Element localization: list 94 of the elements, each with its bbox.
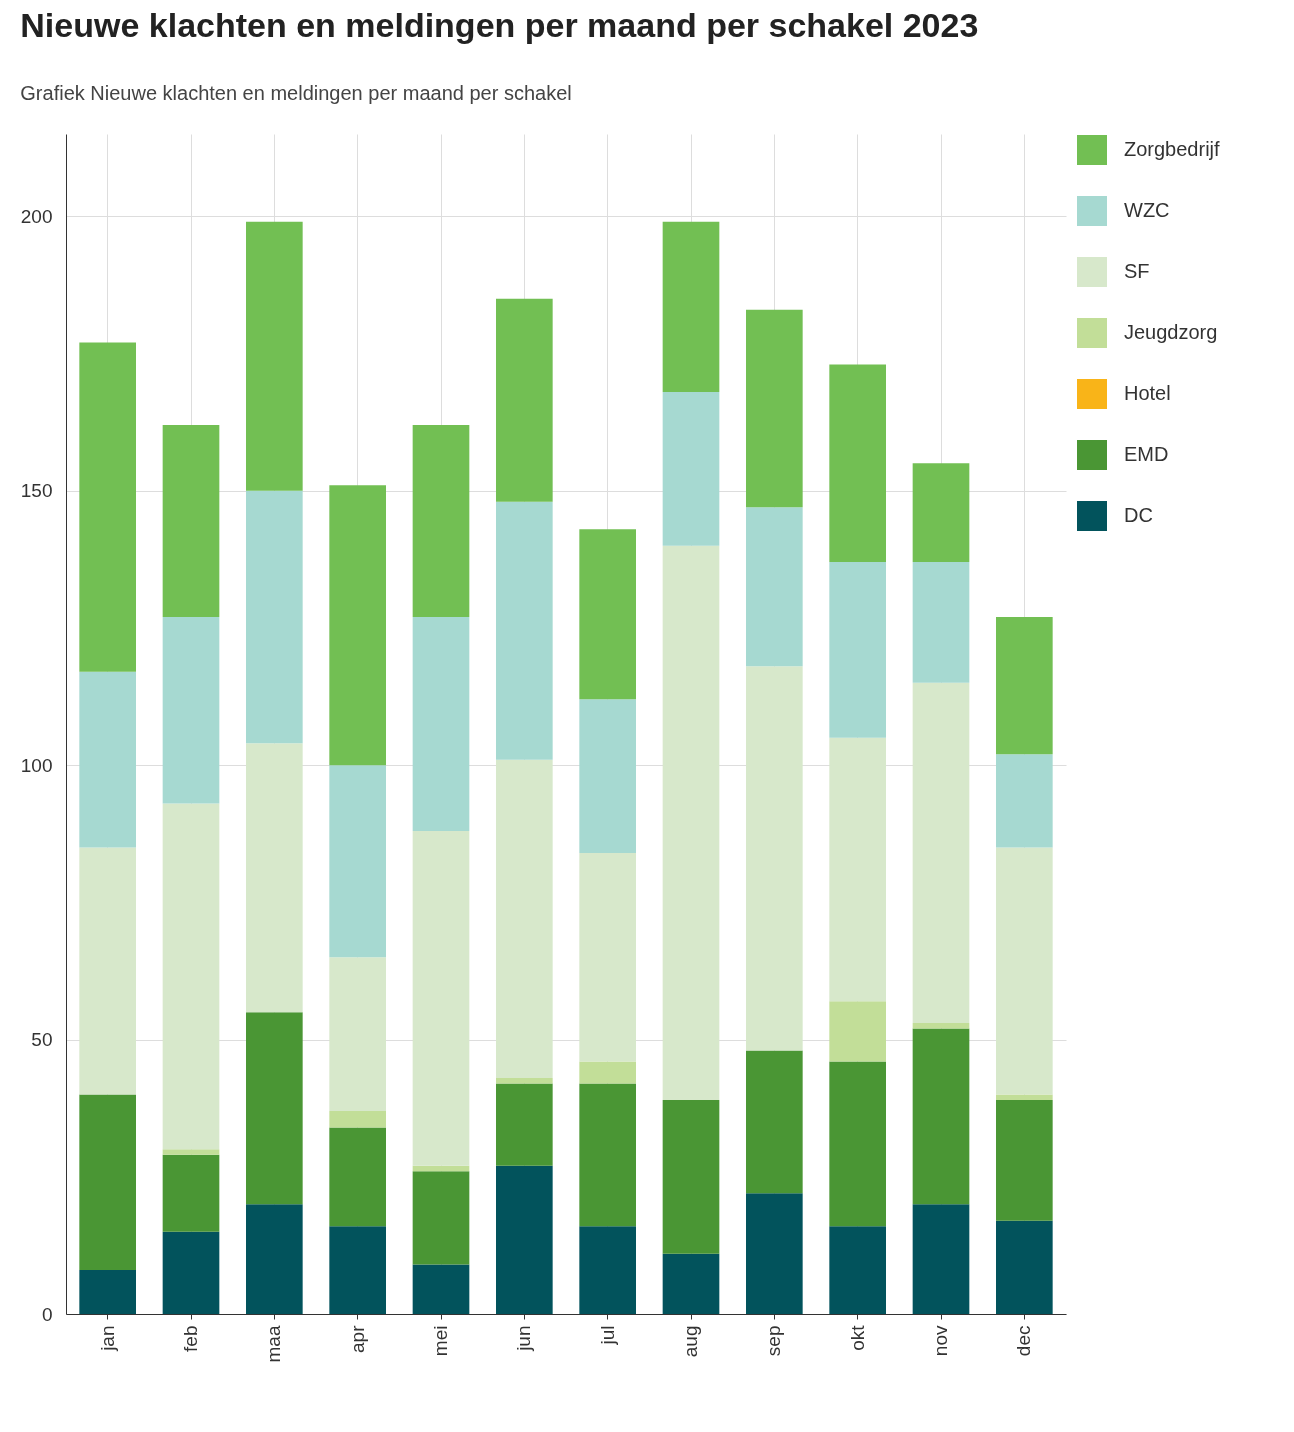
bar [246,490,303,744]
bar [579,1061,636,1084]
bar [996,1220,1053,1314]
bar [496,1083,553,1166]
bar [912,682,970,1024]
y-tick-label: 200 [20,205,53,227]
bar [829,1001,886,1062]
bar [79,342,136,672]
bar [996,754,1053,848]
bar [746,309,803,508]
bar [412,616,470,832]
y-tick-label: 0 [41,1303,53,1325]
bar [162,616,220,804]
bar [79,1270,136,1314]
bar [579,852,636,1062]
legend-label: SF [1124,260,1150,282]
bar [412,1165,470,1172]
x-tick-label: mei [430,1325,451,1357]
bar [79,847,136,1095]
bar [912,1204,970,1314]
x-tick-label: okt [846,1324,868,1351]
bar [996,1094,1053,1100]
bar [829,562,886,738]
bar [412,831,470,1166]
x-tick-label: sep [763,1325,785,1357]
bar [746,1193,803,1314]
bar [162,1154,220,1232]
x-tick-label: jan [96,1325,118,1352]
bar [579,1226,636,1314]
bar [246,221,303,491]
bar [912,1023,970,1029]
y-tick-label: 100 [20,754,53,776]
bar [996,847,1053,1095]
x-tick-label: jul [596,1325,618,1346]
x-tick-label: jun [513,1325,535,1352]
bar [496,501,553,760]
bar [746,1050,803,1194]
legend-label: Hotel [1124,382,1171,404]
legend-label: Zorgbedrijf [1124,138,1221,160]
bar [662,1099,720,1254]
x-tick-label: apr [346,1324,368,1353]
legend-label: EMD [1124,443,1169,465]
bar [329,1110,386,1128]
bar [829,1061,886,1227]
x-tick-label: aug [680,1325,701,1358]
bar [246,1012,303,1205]
bar [912,562,970,683]
bar [662,221,720,392]
bar [496,1165,553,1314]
bar [162,1231,220,1314]
chart-title: Nieuwe klachten en meldingen per maand per schakel 2023 [20,6,979,44]
bar [162,803,220,1150]
legend-label: DC [1124,504,1153,526]
x-tick-label: maa [263,1325,285,1363]
x-tick-label: feb [180,1325,201,1352]
y-tick-label: 50 [31,1029,53,1051]
bar [579,529,636,700]
bar [996,616,1053,755]
bar [829,364,886,563]
bar [162,424,220,617]
bar [412,424,470,617]
bar [412,1264,470,1314]
bar [329,957,386,1111]
bar [79,671,136,848]
bar [996,1099,1053,1221]
bar [329,1226,386,1314]
bar [329,765,386,958]
legend-label: WZC [1124,199,1170,221]
bar [496,759,553,1078]
bar [662,1253,720,1314]
bar [662,391,720,546]
y-tick-label: 150 [20,480,53,502]
bar [79,1094,136,1271]
bar [329,485,386,766]
bar [496,298,553,502]
legend-label: Jeugdzorg [1124,321,1218,343]
bar [496,1078,553,1084]
bar [246,743,303,1013]
bar [412,1171,470,1265]
bar [912,463,970,563]
bar [162,1149,220,1155]
bar [579,699,636,853]
x-tick-label: nov [930,1325,951,1357]
x-tick-label: dec [1013,1325,1035,1357]
bar [329,1127,386,1227]
bar [746,666,803,1051]
bar [246,1204,303,1314]
bar [662,545,720,1100]
bar [829,737,886,1002]
bar [912,1028,970,1205]
chart-subtitle: Grafiek Nieuwe klachten en meldingen per maand per schakel [20,82,572,104]
bar [829,1226,886,1314]
bar [746,507,803,667]
bar [579,1083,636,1227]
